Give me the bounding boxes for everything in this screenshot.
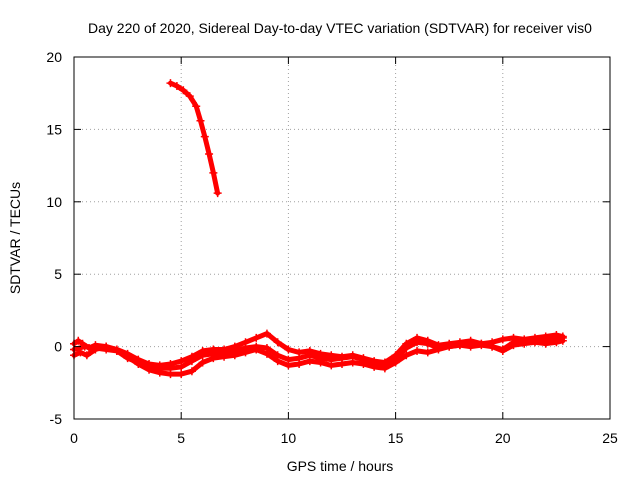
y-axis-label: SDTVAR / TECUs [7,182,23,294]
data-point [252,342,261,351]
data-point [477,341,486,350]
data-point [213,189,222,198]
data-point [179,86,188,95]
x-tick-label: 10 [281,430,297,446]
data-point [112,346,121,355]
data-point [413,338,422,347]
data-point [166,79,175,88]
x-tick-label: 0 [70,430,78,446]
data-point [370,358,379,367]
data-point [520,336,529,345]
data-point [74,336,83,345]
data-point [488,342,497,351]
axis-ticks: 0 5 10 15 20 25 -5 0 5 10 15 20 [46,49,618,446]
data-point [466,342,475,351]
data-point [91,344,100,353]
data-point [498,335,507,344]
data-point [80,342,89,351]
data-point [380,361,389,370]
data-point [541,335,550,344]
data-point [262,329,271,338]
data-point [220,348,229,357]
x-axis-label: GPS time / hours [287,458,394,474]
x-tick-label: 20 [495,430,511,446]
y-tick-label: -5 [50,411,63,427]
data-point [209,349,218,358]
data-point [198,358,207,367]
data-point [196,116,205,125]
data-point [230,346,239,355]
series-upper-arc [166,79,222,198]
data-point [198,351,207,360]
data-point [200,132,209,141]
data-point [166,364,175,373]
data-point [185,92,194,101]
data-point [192,102,201,111]
data-point [558,333,567,342]
data-point [241,344,250,353]
plot-frame [73,56,611,420]
data-point [423,348,432,357]
data-point [102,345,111,354]
data-point [552,335,561,344]
data-point [209,168,218,177]
data-point [273,351,282,360]
data-point [327,355,336,364]
data-point [172,81,181,90]
data-point [391,355,400,364]
data-point [434,344,443,353]
data-point [445,342,454,351]
data-point [177,362,186,371]
data-point [134,358,143,367]
data-series [70,79,567,379]
data-point [123,354,132,363]
data-point [402,351,411,360]
data-point [509,338,518,347]
y-tick-label: 0 [54,339,62,355]
data-point [348,352,357,361]
data-point [338,354,346,363]
series-track-C [70,333,567,373]
data-point [455,341,464,350]
data-point [530,336,539,345]
x-tick-label: 25 [602,430,618,446]
data-point [498,345,507,354]
y-tick-label: 20 [46,49,62,65]
x-tick-label: 5 [177,430,185,446]
x-tick-label: 15 [388,430,404,446]
data-point [187,367,196,376]
series-band [168,80,221,196]
data-point [273,338,282,347]
data-point [284,355,293,364]
grid [74,57,610,419]
data-point [262,344,271,353]
y-tick-label: 10 [46,194,62,210]
data-point [359,355,368,364]
data-point [284,345,293,354]
data-point [402,344,411,353]
data-point [413,346,422,355]
data-point [145,362,154,371]
data-point [252,333,261,342]
y-tick-label: 15 [46,121,62,137]
data-point [155,364,164,373]
chart-title: Day 220 of 2020, Sidereal Day-to-day VTE… [88,20,592,36]
data-point [295,354,304,363]
data-point [82,351,91,360]
data-point [423,339,432,348]
data-point [316,354,325,363]
data-point [177,370,186,379]
data-point [305,351,314,360]
y-tick-label: 5 [54,266,62,282]
data-point [187,357,196,366]
data-point [205,150,214,159]
